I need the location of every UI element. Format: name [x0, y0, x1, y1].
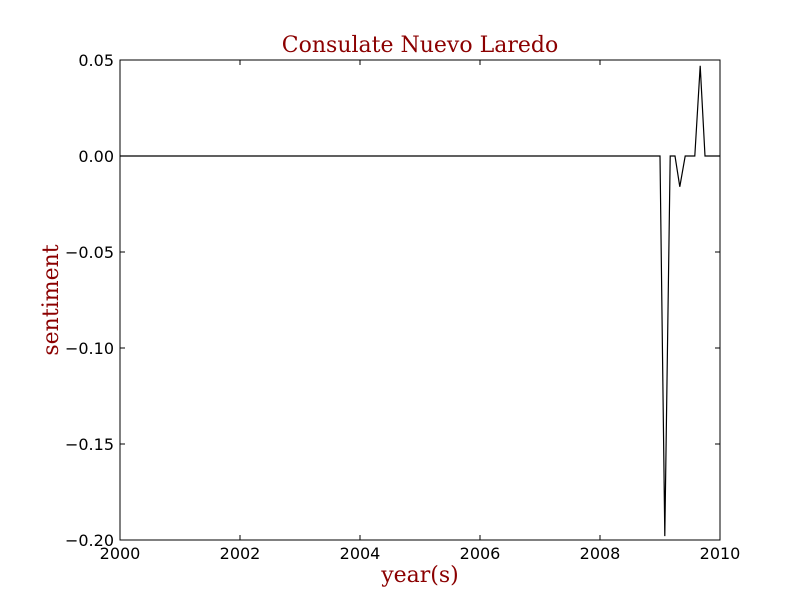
x-axis-tick-labels: 2000 2002 2004 2006 2008 2010 — [100, 544, 741, 563]
y-tick-label: 0.05 — [78, 51, 114, 70]
x-tick-label: 2006 — [460, 544, 501, 563]
series-line — [120, 65, 720, 537]
x-tick-label: 2000 — [100, 544, 141, 563]
y-tick-label: −0.05 — [65, 243, 114, 262]
plot-frame — [119, 59, 721, 541]
y-tick-label: −0.15 — [65, 435, 114, 454]
y-tick-label: 0.00 — [78, 147, 114, 166]
chart-title: Consulate Nuevo Laredo — [282, 33, 558, 58]
x-tick-label: 2010 — [700, 544, 741, 563]
y-axis-label: sentiment — [39, 244, 64, 355]
x-axis-label: year(s) — [380, 563, 459, 588]
x-tick-label: 2004 — [340, 544, 381, 563]
x-tick-label: 2008 — [580, 544, 621, 563]
y-axis-tick-labels: 0.05 0.00 −0.05 −0.10 −0.15 −0.20 — [65, 51, 114, 550]
x-axis-ticks — [119, 60, 721, 540]
y-tick-label: −0.10 — [65, 339, 114, 358]
y-tick-label: −0.20 — [65, 531, 114, 550]
x-tick-label: 2002 — [220, 544, 261, 563]
plot-area — [119, 59, 721, 541]
